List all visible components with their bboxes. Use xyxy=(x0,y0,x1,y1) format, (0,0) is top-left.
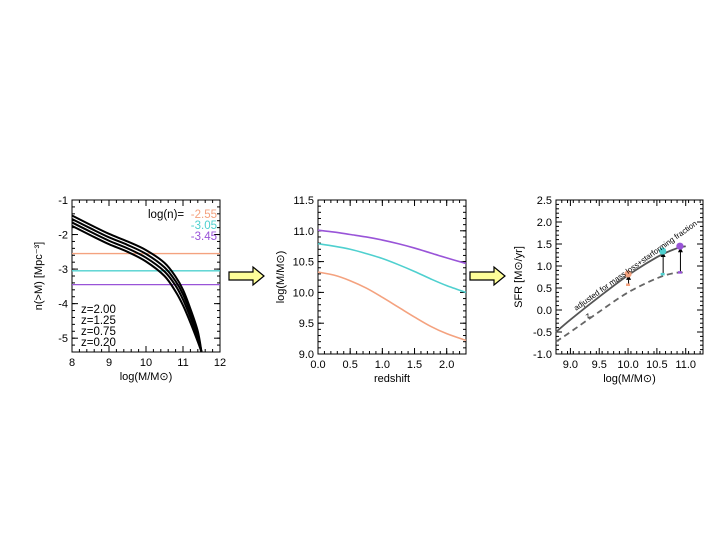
legend-entry: -2.55 xyxy=(191,209,217,221)
x-tick-label: 8 xyxy=(69,357,75,369)
annotation-text-lower: z xyxy=(583,311,592,321)
x-tick-label: 9.5 xyxy=(592,359,607,371)
plot-frame xyxy=(317,199,467,355)
data-point xyxy=(659,247,667,255)
data-point xyxy=(624,270,632,278)
y-axis-label: SFR [M⊙/yr] xyxy=(513,246,525,308)
x-tick-label: 10.5 xyxy=(646,359,667,371)
x-tick-label: 10 xyxy=(140,357,152,369)
x-tick-label: 0.0 xyxy=(310,359,325,371)
arrow-shape xyxy=(469,265,506,287)
y-axis-label: log(M/M⊙) xyxy=(275,251,287,304)
y-axis-label: n(>M) [Mpc⁻³] xyxy=(33,242,45,310)
y-tick-label: -1 xyxy=(58,195,68,207)
plot-area xyxy=(72,214,220,352)
x-tick-label: 2.0 xyxy=(439,359,454,371)
y-tick-label: 10.5 xyxy=(293,257,314,269)
series-label: z=0.20 xyxy=(81,337,116,349)
x-tick-label: 1.0 xyxy=(375,359,390,371)
series-line xyxy=(317,229,467,265)
plot-panel-3: 9.0 9.5 10.0 10.5 11.0 -1.0 -0.5 0.0 0.5 1.0 1.5 2.… xyxy=(513,195,704,385)
arrow-shape xyxy=(228,265,265,287)
y-tick-label: -5 xyxy=(58,333,68,345)
y-tick-label: 9.5 xyxy=(299,318,314,330)
arrow-right-2 xyxy=(469,265,506,287)
y-tick-label: 2.0 xyxy=(537,217,552,229)
series-line xyxy=(72,221,203,352)
y-tick-label: 2.5 xyxy=(537,195,552,207)
legend-entry: -3.45 xyxy=(191,231,217,243)
data-point xyxy=(676,242,684,250)
series-label: z=1.25 xyxy=(81,315,116,327)
series-line xyxy=(317,271,467,342)
series-line xyxy=(72,214,203,352)
x-axis-label: log(M/M⊙) xyxy=(120,371,173,383)
plot-frame xyxy=(555,199,704,355)
annotation-text: adjusted for mass loss+starforming fract… xyxy=(572,219,699,313)
y-tick-label: -0.5 xyxy=(533,327,552,339)
lower-marker xyxy=(626,283,631,286)
legend-title: log(n)= xyxy=(148,209,184,221)
x-tick-label: 11 xyxy=(177,357,188,369)
series-label: z=0.75 xyxy=(81,326,116,338)
y-tick-label: 1.5 xyxy=(537,239,552,251)
x-tick-label: 12 xyxy=(214,357,226,369)
series-label: z=2.00 xyxy=(81,304,116,316)
x-tick-label: 1.5 xyxy=(407,359,422,371)
x-tick-label: 9 xyxy=(106,357,112,369)
x-tick-label: 9.0 xyxy=(563,359,578,371)
y-tick-label: -4 xyxy=(58,299,68,311)
x-tick-label: 11.0 xyxy=(675,359,696,371)
lower-marker xyxy=(677,271,682,274)
arrow-right-1 xyxy=(228,265,265,287)
y-tick-label: 11.0 xyxy=(293,226,314,238)
x-tick-label: 10.0 xyxy=(617,359,638,371)
y-tick-label: 1.0 xyxy=(537,261,552,273)
y-tick-label: 0.0 xyxy=(537,305,552,317)
plot-panel-2: 0.0 0.5 1.0 1.5 2.0 9.0 9.5 10.0 10.5 11.0 11.5 red… xyxy=(275,195,467,385)
y-tick-label: -1.0 xyxy=(533,349,552,361)
lower-marker xyxy=(660,272,665,276)
y-tick-label: 9.0 xyxy=(299,349,314,361)
x-axis-label: log(M/M⊙) xyxy=(603,373,656,385)
series-line-solid xyxy=(555,245,686,333)
x-axis-label: redshift xyxy=(374,373,410,385)
series-line xyxy=(317,242,467,294)
x-tick-label: 0.5 xyxy=(343,359,358,371)
plot-panel-1: 8 9 10 11 12 -1 -2 -3 -4 -5 log(M/M⊙) n(>M) [Mpc⁻³]… xyxy=(33,195,226,383)
y-tick-label: 11.5 xyxy=(293,195,314,207)
y-tick-label: -2 xyxy=(58,230,68,242)
series-line xyxy=(72,218,203,352)
y-tick-label: 0.5 xyxy=(537,283,552,295)
y-tick-label: -3 xyxy=(58,264,68,276)
legend-entry: -3.05 xyxy=(191,220,217,232)
y-tick-label: 10.0 xyxy=(293,287,314,299)
series-line xyxy=(72,225,203,352)
